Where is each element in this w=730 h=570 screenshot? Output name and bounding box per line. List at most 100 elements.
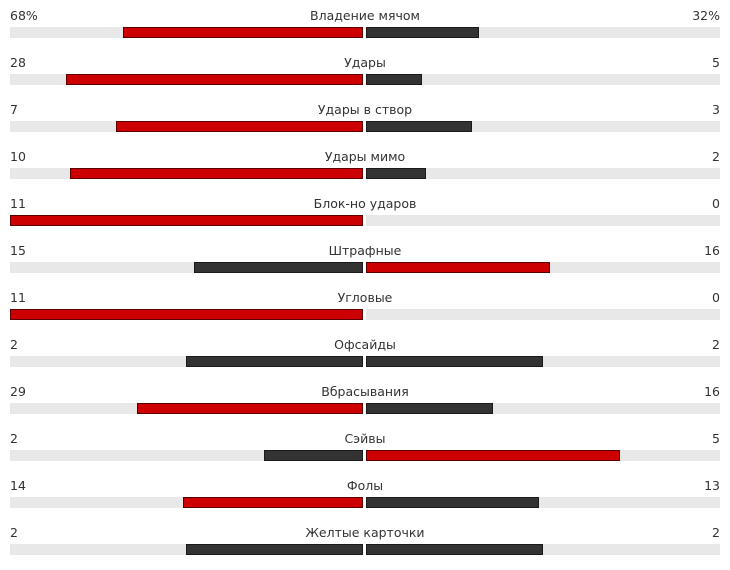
stat-name: Сэйвы xyxy=(344,431,386,446)
home-bar-fill xyxy=(194,262,363,273)
home-bar-fill xyxy=(10,215,363,226)
home-bar-track xyxy=(10,544,363,555)
stat-name: Блок-но ударов xyxy=(313,196,417,211)
away-bar-fill xyxy=(366,121,472,132)
stat-row-fouls: 14 Фолы 13 xyxy=(0,477,730,517)
away-value: 0 xyxy=(712,196,720,211)
home-bar-track xyxy=(10,27,363,38)
home-bar-track xyxy=(10,121,363,132)
away-bar-fill xyxy=(366,27,479,38)
home-value: 15 xyxy=(10,243,26,258)
home-bar-fill xyxy=(66,74,363,85)
away-bar-fill xyxy=(366,74,422,85)
stat-label-line: 2 Сэйвы 5 xyxy=(10,430,720,448)
home-bar-fill xyxy=(186,544,363,555)
home-bar-fill xyxy=(70,168,363,179)
stat-label-line: 28 Удары 5 xyxy=(10,54,720,72)
away-bar-fill xyxy=(366,450,620,461)
away-bar-fill xyxy=(366,356,543,367)
stat-name: Угловые xyxy=(337,290,393,305)
away-bar-track xyxy=(366,215,720,226)
home-bar-track xyxy=(10,74,363,85)
stat-row-shots-off-target: 10 Удары мимо 2 xyxy=(0,148,730,188)
away-bar-track xyxy=(366,356,720,367)
stat-label-line: 7 Удары в створ 3 xyxy=(10,101,720,119)
stat-row-shots: 28 Удары 5 xyxy=(0,54,730,94)
home-value: 29 xyxy=(10,384,26,399)
home-bar-track xyxy=(10,403,363,414)
away-value: 3 xyxy=(712,102,720,117)
stat-label-line: 15 Штрафные 16 xyxy=(10,242,720,260)
home-bar-track xyxy=(10,497,363,508)
stat-name: Удары в створ xyxy=(317,102,413,117)
home-bar-track xyxy=(10,309,363,320)
away-value: 5 xyxy=(712,431,720,446)
away-bar-fill xyxy=(366,403,493,414)
home-value: 7 xyxy=(10,102,18,117)
home-bar-track xyxy=(10,450,363,461)
stat-name: Владение мячом xyxy=(310,8,420,23)
away-value: 32% xyxy=(692,8,720,23)
stat-row-corners: 11 Угловые 0 xyxy=(0,289,730,329)
away-value: 16 xyxy=(704,384,720,399)
away-bar-track xyxy=(366,544,720,555)
away-value: 0 xyxy=(712,290,720,305)
home-bar-fill xyxy=(186,356,363,367)
away-bar-track xyxy=(366,262,720,273)
away-bar-track xyxy=(366,121,720,132)
stat-row-yellow-cards: 2 Желтые карточки 2 xyxy=(0,524,730,564)
stat-label-line: 2 Офсайды 2 xyxy=(10,336,720,354)
stat-name: Удары xyxy=(344,55,386,70)
home-value: 2 xyxy=(10,525,18,540)
home-value: 14 xyxy=(10,478,26,493)
away-bar-track xyxy=(366,497,720,508)
stat-row-saves: 2 Сэйвы 5 xyxy=(0,430,730,470)
home-value: 68% xyxy=(10,8,38,23)
stat-name: Штрафные xyxy=(328,243,402,258)
away-bar-track xyxy=(366,403,720,414)
home-bar-fill xyxy=(10,309,363,320)
home-bar-fill xyxy=(116,121,363,132)
home-bar-track xyxy=(10,168,363,179)
stat-label-line: 29 Вбрасывания 16 xyxy=(10,383,720,401)
home-value: 2 xyxy=(10,337,18,352)
away-bar-track xyxy=(366,168,720,179)
home-bar-fill xyxy=(123,27,363,38)
stat-row-free-kicks: 15 Штрафные 16 xyxy=(0,242,730,282)
stat-name: Офсайды xyxy=(334,337,396,352)
home-bar-fill xyxy=(183,497,363,508)
away-value: 2 xyxy=(712,149,720,164)
stat-row-blocked-shots: 11 Блок-но ударов 0 xyxy=(0,195,730,235)
stat-label-line: 11 Угловые 0 xyxy=(10,289,720,307)
stat-name: Удары мимо xyxy=(324,149,406,164)
away-bar-fill xyxy=(366,168,426,179)
away-bar-fill xyxy=(366,544,543,555)
stat-row-offsides: 2 Офсайды 2 xyxy=(0,336,730,376)
home-value: 11 xyxy=(10,290,26,305)
stat-row-shots-on-target: 7 Удары в створ 3 xyxy=(0,101,730,141)
stat-label-line: 14 Фолы 13 xyxy=(10,477,720,495)
away-value: 2 xyxy=(712,337,720,352)
away-bar-fill xyxy=(366,497,539,508)
home-value: 10 xyxy=(10,149,26,164)
home-bar-track xyxy=(10,356,363,367)
away-bar-track xyxy=(366,450,720,461)
stat-name: Желтые карточки xyxy=(305,525,425,540)
stat-row-possession: 68% Владение мячом 32% xyxy=(0,7,730,47)
stat-label-line: 2 Желтые карточки 2 xyxy=(10,524,720,542)
home-value: 2 xyxy=(10,431,18,446)
stat-label-line: 11 Блок-но ударов 0 xyxy=(10,195,720,213)
away-value: 16 xyxy=(704,243,720,258)
home-bar-track xyxy=(10,215,363,226)
stat-row-throw-ins: 29 Вбрасывания 16 xyxy=(0,383,730,423)
stat-name: Вбрасывания xyxy=(321,384,409,399)
away-value: 2 xyxy=(712,525,720,540)
away-bar-fill xyxy=(366,262,550,273)
stat-label-line: 68% Владение мячом 32% xyxy=(10,7,720,25)
home-bar-track xyxy=(10,262,363,273)
away-value: 5 xyxy=(712,55,720,70)
home-bar-fill xyxy=(137,403,363,414)
home-value: 28 xyxy=(10,55,26,70)
stat-name: Фолы xyxy=(346,478,384,493)
